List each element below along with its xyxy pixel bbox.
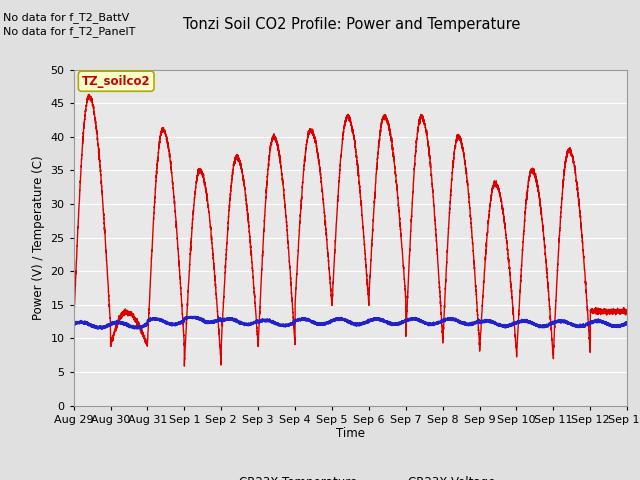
Text: No data for f_T2_PanelT: No data for f_T2_PanelT	[3, 26, 136, 37]
Y-axis label: Power (V) / Temperature (C): Power (V) / Temperature (C)	[32, 156, 45, 320]
Legend: CR23X Temperature, CR23X Voltage: CR23X Temperature, CR23X Voltage	[201, 471, 500, 480]
X-axis label: Time: Time	[336, 427, 365, 441]
Text: No data for f_T2_BattV: No data for f_T2_BattV	[3, 12, 129, 23]
Text: Tonzi Soil CO2 Profile: Power and Temperature: Tonzi Soil CO2 Profile: Power and Temper…	[183, 17, 521, 32]
Text: TZ_soilco2: TZ_soilco2	[82, 75, 150, 88]
